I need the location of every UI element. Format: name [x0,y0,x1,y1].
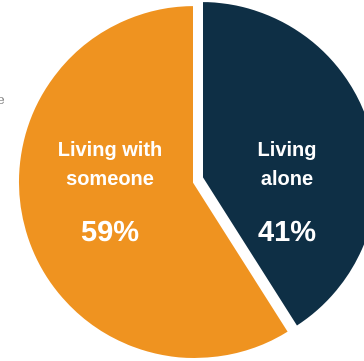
slice-name-label: someone [66,168,154,190]
slice-name-label: Living with [58,139,162,161]
slice-value-label: 59% [81,216,139,248]
slice-value-label: 41% [258,216,316,248]
slice-name-label: alone [261,168,313,190]
slice-name-label: Living [258,139,317,161]
